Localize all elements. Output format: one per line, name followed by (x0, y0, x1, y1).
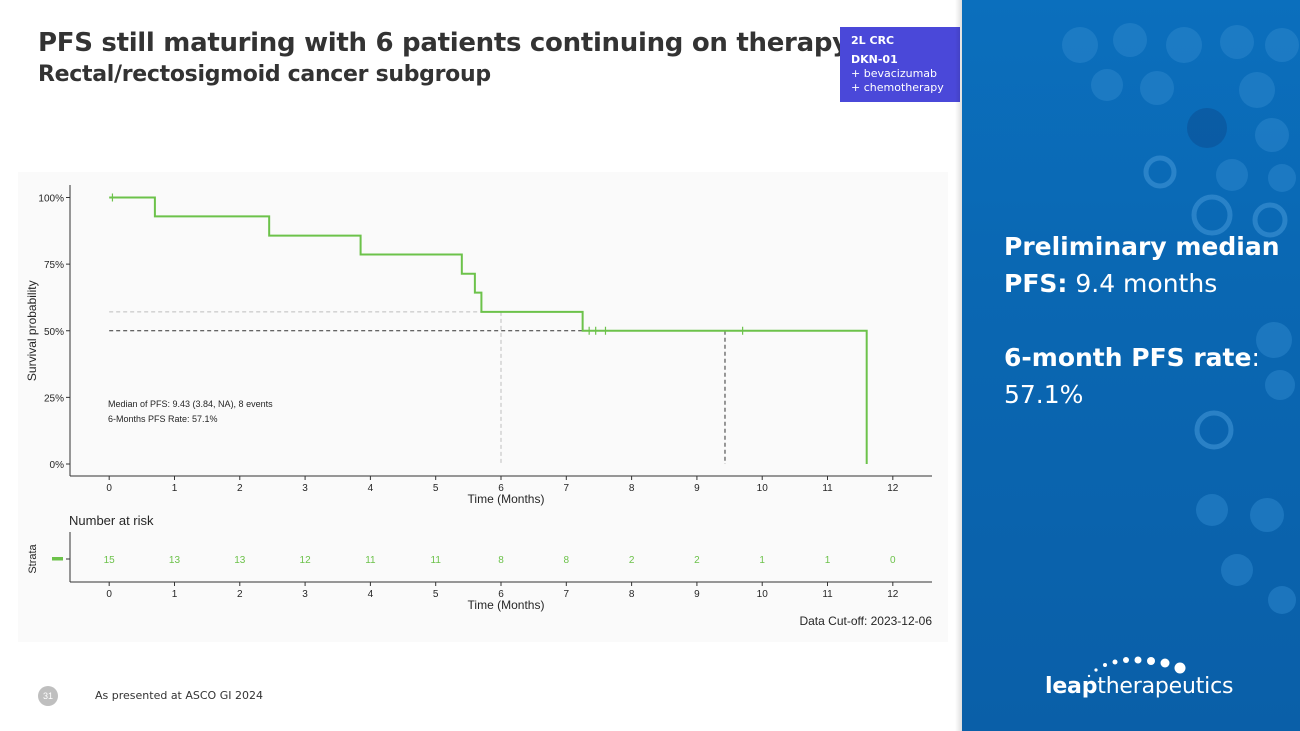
y-tick-label: 25% (44, 393, 64, 404)
risk-count: 15 (104, 555, 116, 566)
risk-x-tick-label: 5 (433, 589, 439, 600)
y-axis-label: Survival probability (25, 280, 39, 381)
risk-count: 13 (169, 555, 181, 566)
regimen-badge: 2L CRC DKN-01 + bevacizumab + chemothera… (840, 27, 960, 102)
risk-x-tick-label: 4 (368, 589, 374, 600)
x-tick-label: 6 (498, 483, 504, 494)
pfs-rate-value: 57.1% (1004, 380, 1084, 409)
badge-drug: DKN-01 (851, 53, 898, 66)
risk-count: 11 (431, 555, 442, 566)
x-tick-label: 2 (237, 483, 243, 494)
risk-count: 1 (759, 555, 765, 566)
risk-x-tick-label: 7 (564, 589, 570, 600)
risk-count: 11 (365, 555, 376, 566)
risk-x-tick-label: 0 (106, 589, 112, 600)
x-tick-label: 9 (694, 483, 700, 494)
badge-combo-1: + bevacizumab (851, 67, 938, 80)
badge-combo-2: + chemotherapy (851, 81, 944, 94)
risk-count: 8 (498, 555, 504, 566)
logo-dots-icon (1087, 656, 1186, 678)
risk-x-tick-label: 10 (757, 589, 769, 600)
x-tick-label: 1 (172, 483, 178, 494)
x-tick-label: 0 (106, 483, 112, 494)
key-results: Preliminary median PFS: 9.4 months 6-mon… (1004, 228, 1294, 450)
pfs-rate-label: 6-month PFS rate (1004, 343, 1252, 372)
risk-x-tick-label: 1 (172, 589, 178, 600)
decorative-circles (1062, 23, 1299, 614)
risk-count: 8 (564, 555, 570, 566)
x-axis-label: Time (Months) (468, 492, 545, 506)
page-number: 31 (38, 686, 58, 706)
km-curve (109, 196, 868, 464)
chart-background (18, 172, 948, 642)
y-tick-label: 100% (38, 194, 64, 205)
risk-x-tick-label: 3 (302, 589, 308, 600)
slide-subtitle: Rectal/rectosigmoid cancer subgroup (38, 62, 491, 87)
median-pfs-text: Preliminary median PFS: 9.4 months (1004, 228, 1294, 302)
strata-label: Strata (27, 543, 39, 573)
risk-x-axis-label: Time (Months) (468, 598, 545, 612)
risk-x-tick-label: 6 (498, 589, 504, 600)
slide-title: PFS still maturing with 6 patients conti… (38, 28, 849, 58)
risk-count: 12 (300, 555, 312, 566)
data-cutoff: Data Cut-off: 2023-12-06 (799, 614, 932, 628)
risk-x-tick-label: 11 (822, 589, 833, 600)
x-tick-label: 10 (757, 483, 769, 494)
risk-x-tick-label: 8 (629, 589, 635, 600)
y-tick-label: 0% (50, 460, 65, 471)
risk-x-tick-label: 2 (237, 589, 243, 600)
x-tick-label: 7 (564, 483, 570, 494)
company-logo: leaptherapeutics (1045, 674, 1234, 699)
median-annotation: Median of PFS: 9.43 (3.84, NA), 8 events (108, 399, 273, 409)
risk-x-tick-label: 12 (887, 589, 899, 600)
panel-shadow (955, 0, 965, 731)
x-tick-label: 8 (629, 483, 635, 494)
side-panel: Preliminary median PFS: 9.4 months 6-mon… (962, 0, 1300, 731)
x-tick-label: 3 (302, 483, 308, 494)
pfs-rate-colon: : (1251, 343, 1260, 372)
y-tick-label: 75% (44, 260, 64, 271)
y-tick-label: 50% (44, 327, 64, 338)
risk-x-tick-label: 9 (694, 589, 700, 600)
badge-indication: 2L CRC (851, 34, 895, 47)
risk-count: 2 (694, 555, 700, 566)
risk-table-title: Number at risk (69, 513, 154, 528)
x-tick-label: 12 (887, 483, 899, 494)
risk-count: 0 (890, 555, 896, 566)
risk-count: 2 (629, 555, 635, 566)
footer-source: As presented at ASCO GI 2024 (95, 689, 263, 702)
x-tick-label: 11 (822, 483, 833, 494)
strata-legend-key (52, 557, 63, 561)
median-pfs-label: Preliminary median (1004, 232, 1280, 261)
x-tick-label: 4 (368, 483, 374, 494)
median-pfs-label-b: PFS: (1004, 269, 1068, 298)
x-tick-label: 5 (433, 483, 439, 494)
rate-annotation: 6-Months PFS Rate: 57.1% (108, 414, 218, 424)
risk-count: 13 (234, 555, 246, 566)
risk-count: 1 (825, 555, 831, 566)
median-pfs-value: 9.4 months (1067, 269, 1218, 298)
pfs-rate-text: 6-month PFS rate: 57.1% (1004, 339, 1294, 413)
